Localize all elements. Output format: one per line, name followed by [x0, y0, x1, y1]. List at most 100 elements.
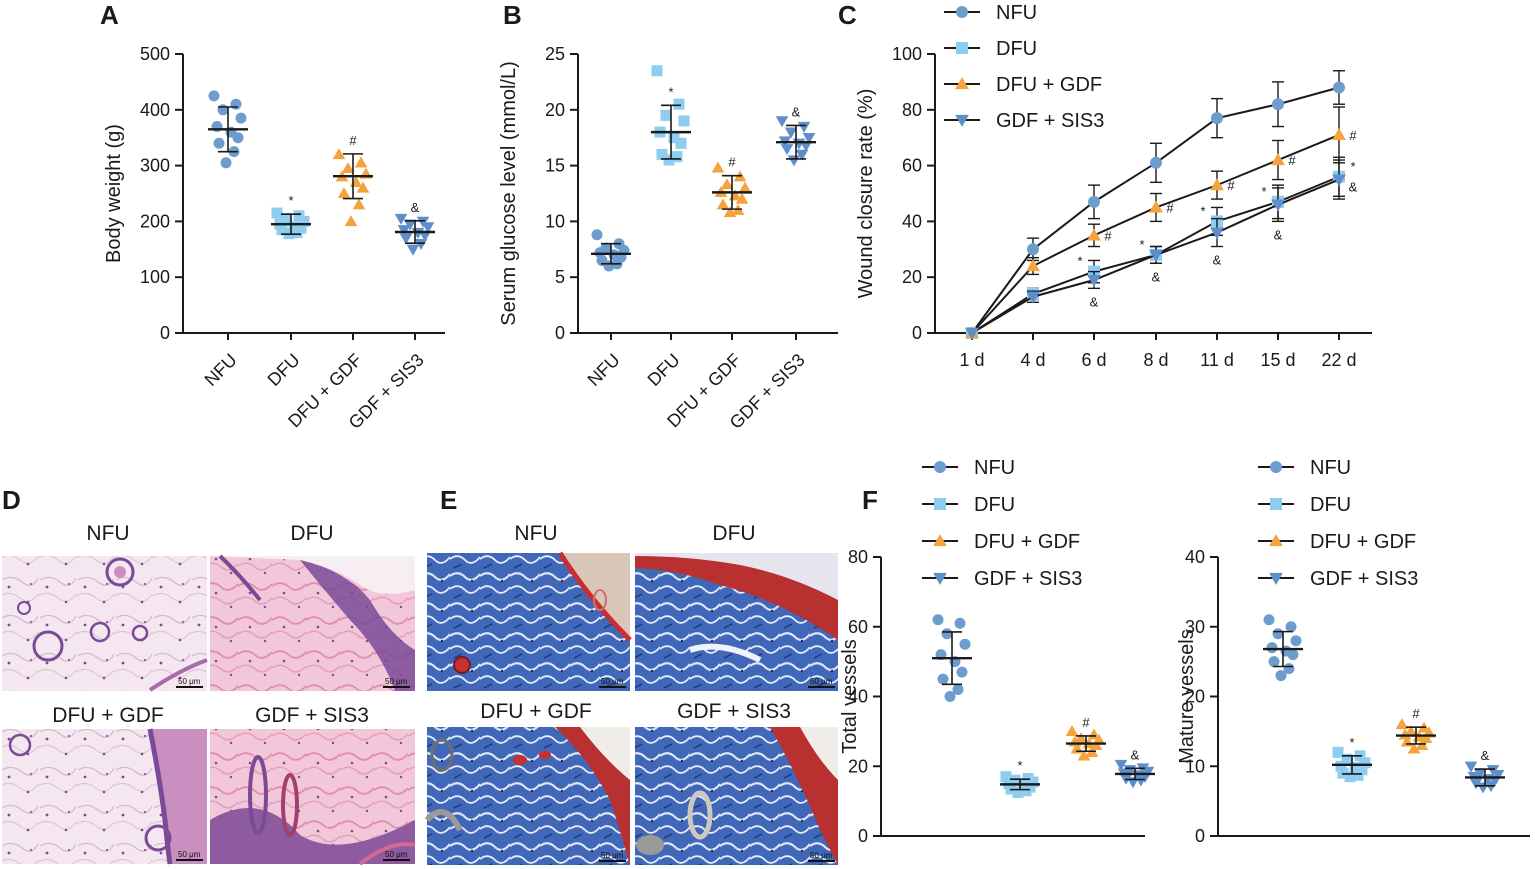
data-point	[271, 207, 283, 219]
data-point	[1333, 81, 1345, 94]
data-point	[656, 148, 668, 160]
data-point	[1009, 774, 1021, 786]
y-tick-label: 60	[902, 156, 922, 176]
legend-marker	[955, 77, 969, 90]
significance-mark: #	[349, 133, 357, 148]
significance-mark: #	[1104, 228, 1112, 243]
data-point	[414, 239, 428, 251]
micro-title-he-dfu-gdf: DFU + GDF	[52, 704, 163, 727]
data-point	[208, 90, 220, 102]
data-point	[780, 144, 794, 156]
data-point	[1275, 670, 1287, 682]
data-point	[397, 225, 411, 237]
legend-marker	[1269, 534, 1283, 547]
x-tick-label: 15 d	[1260, 350, 1295, 370]
data-point	[787, 155, 801, 167]
chart-serum-glucose: 0 5 10 15 20 25 Serum glucose level (mmol/L) NF…	[498, 44, 838, 433]
scale-label: 50 μm	[601, 851, 624, 860]
data-point	[735, 192, 749, 204]
significance-mark: *	[1261, 184, 1266, 199]
data-point	[678, 115, 690, 127]
data-point	[797, 121, 811, 133]
data-point	[1344, 771, 1356, 783]
data-point	[332, 148, 346, 160]
significance-mark: &	[1274, 227, 1283, 242]
data-point	[416, 216, 430, 228]
data-point	[954, 617, 966, 629]
significance-mark: #	[1166, 200, 1174, 215]
data-point	[394, 213, 408, 225]
scale-label: 50 μm	[385, 850, 408, 859]
data-point	[1268, 656, 1280, 668]
data-point	[1150, 156, 1162, 169]
significance-mark: *	[1350, 159, 1355, 174]
data-point	[1263, 614, 1275, 626]
y-tick-label: 80	[902, 100, 922, 120]
y-tick-label: 0	[858, 826, 868, 846]
legend-total-vessels: NFU DFU DFU + GDF GDF + SIS3	[922, 457, 1082, 590]
y-tick-label: 60	[848, 617, 868, 637]
y-tick-label: 400	[140, 100, 170, 120]
micrograph-mt-gdf-sis3	[635, 727, 838, 865]
x-tick-label: NFU	[584, 350, 624, 390]
data-point	[235, 112, 247, 124]
micrograph-he-dfu	[210, 554, 415, 691]
significance-mark: #	[728, 155, 736, 170]
scale-label: 50 μm	[178, 677, 201, 686]
data-point	[603, 260, 615, 272]
micrograph-mt-dfu-gdf	[424, 727, 630, 865]
data-point	[932, 614, 944, 626]
data-point	[1287, 649, 1299, 661]
micro-title-he-dfu: DFU	[290, 522, 333, 545]
y-axis-label: Body weight (g)	[103, 124, 125, 263]
y-tick-label: 5	[555, 267, 565, 287]
data-point	[1087, 274, 1101, 287]
data-point	[344, 215, 358, 227]
data-point	[1027, 243, 1039, 256]
legend-label: GDF + SIS3	[974, 568, 1082, 590]
data-point	[671, 151, 683, 163]
significance-mark: #	[1082, 715, 1090, 730]
data-point	[406, 244, 420, 256]
y-tick-label: 15	[545, 156, 565, 176]
y-tick-label: 40	[902, 211, 922, 231]
data-point	[1491, 769, 1505, 781]
x-tick-label: 8 d	[1143, 350, 1168, 370]
y-tick-label: 25	[545, 44, 565, 64]
legend-label: DFU + GDF	[996, 74, 1102, 96]
data-point	[337, 187, 351, 199]
x-tick-label: DFU	[264, 350, 304, 390]
data-point	[1114, 759, 1128, 771]
y-tick-label: 100	[140, 267, 170, 287]
micrograph-panel-he: NFU DFU DFU + GDF GDF + SIS3	[2, 522, 416, 866]
data-point	[217, 104, 229, 116]
data-point	[1271, 153, 1285, 166]
data-point	[711, 161, 725, 173]
micrograph-he-nfu	[2, 556, 208, 692]
data-point	[399, 233, 413, 245]
data-point	[1026, 291, 1040, 304]
significance-mark: *	[1017, 758, 1022, 773]
data-point	[230, 98, 242, 110]
data-point	[220, 157, 232, 169]
legend-label: DFU + GDF	[1310, 531, 1416, 553]
scale-label: 50 μm	[385, 677, 408, 686]
data-point	[1087, 228, 1101, 241]
y-tick-label: 100	[892, 44, 922, 64]
data-point	[723, 206, 737, 218]
data-point	[1352, 769, 1364, 781]
y-tick-label: 300	[140, 156, 170, 176]
data-point	[1271, 199, 1285, 212]
y-tick-label: 500	[140, 44, 170, 64]
data-point	[1210, 227, 1224, 240]
y-tick-label: 20	[848, 756, 868, 776]
data-point	[354, 156, 368, 168]
y-tick-label: 0	[555, 323, 565, 343]
legend-marker	[933, 534, 947, 547]
significance-mark: &	[792, 104, 801, 119]
significance-mark: &	[411, 200, 420, 215]
significance-mark: #	[1227, 178, 1235, 193]
data-point	[341, 162, 355, 174]
data-point	[952, 684, 964, 696]
panel-letter-c: C	[838, 0, 857, 30]
